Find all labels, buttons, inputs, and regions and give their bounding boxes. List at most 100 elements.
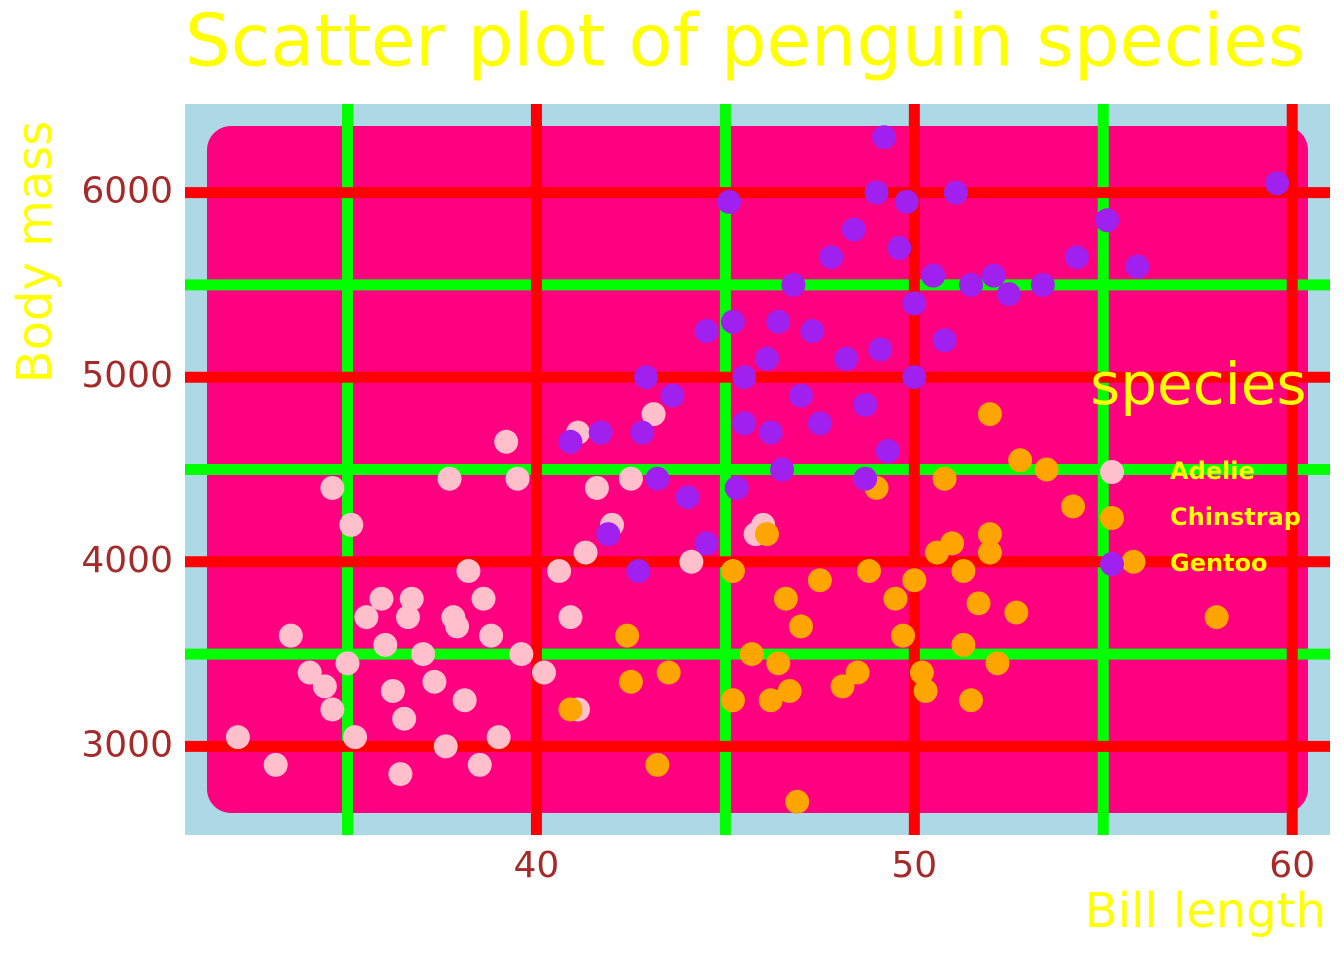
point [392,706,417,731]
point [630,420,655,445]
point [773,586,798,611]
point [977,522,1002,547]
points [225,125,1290,814]
y-tick-label: 6000 [81,171,173,212]
grid [185,104,1330,835]
point [1095,208,1120,233]
point [932,466,957,491]
point [656,660,681,685]
point [369,586,394,611]
legend-label: Gentoo [1170,549,1268,577]
point [339,512,364,537]
point [754,346,779,371]
point [770,457,795,482]
point [320,697,345,722]
point [660,383,685,408]
point [902,568,927,593]
point [433,734,458,759]
point [943,180,968,205]
point [354,605,379,630]
y-tick-label: 4000 [81,540,173,581]
point [1030,272,1055,297]
legend-key [1100,506,1124,530]
point [675,485,700,510]
point [618,466,643,491]
point [437,466,462,491]
point [977,402,1002,427]
legend-label: Adelie [1170,457,1255,485]
point [588,420,613,445]
point [909,660,934,685]
point [766,651,791,676]
point [788,383,813,408]
point [856,559,881,584]
point [940,531,965,556]
point [902,365,927,390]
point [981,263,1006,288]
point [754,522,779,547]
x-axis-title: Bill length [1085,883,1326,939]
legend-title: species [1090,350,1307,418]
point [807,411,832,436]
point [807,568,832,593]
x-tick-label: 60 [1269,845,1315,886]
point [720,688,745,713]
point [720,309,745,334]
point [452,688,477,713]
point [717,189,742,214]
point [966,591,991,616]
point [679,549,704,574]
point [902,291,927,316]
point [853,392,878,417]
point [724,475,749,500]
point [531,660,556,685]
point [785,789,810,814]
point [1121,549,1146,574]
point [380,679,405,704]
point [584,475,609,500]
chart-title: Scatter plot of penguin species [185,0,1305,83]
point [634,365,659,390]
point [853,466,878,491]
point [819,245,844,270]
point [626,559,651,584]
point [641,402,666,427]
point [890,623,915,648]
point [1265,171,1290,196]
point [573,540,598,565]
point [373,632,398,657]
point [509,642,534,667]
point [694,531,719,556]
point [913,679,938,704]
x-tick-label: 40 [514,845,560,886]
y-axis-title: Body mass [7,121,63,384]
point [951,632,976,657]
point [335,651,360,676]
point [558,429,583,454]
point [841,217,866,242]
point [456,559,481,584]
point [467,752,492,777]
point [766,309,791,334]
point [297,660,322,685]
legend-key [1100,460,1124,484]
point [781,272,806,297]
point [985,651,1010,676]
point [494,429,519,454]
point [225,725,250,750]
point [411,642,436,667]
point [395,605,420,630]
point [1204,605,1229,630]
point [720,559,745,584]
point [864,180,889,205]
point [875,439,900,464]
point [732,411,757,436]
point [883,586,908,611]
point [959,272,984,297]
point [932,328,957,353]
point [320,475,345,500]
point [788,614,813,639]
point [959,688,984,713]
